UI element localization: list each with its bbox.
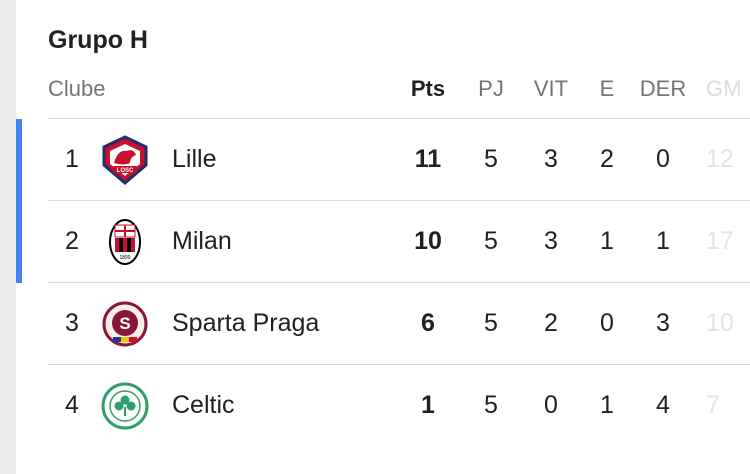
row-divider bbox=[48, 282, 750, 283]
table-row[interactable] bbox=[16, 201, 750, 283]
row-played: 5 bbox=[484, 391, 498, 419]
column-header-e[interactable]: E bbox=[599, 76, 615, 101]
qualification-indicator bbox=[16, 201, 22, 283]
column-header-pj[interactable]: PJ bbox=[478, 76, 504, 101]
svg-text:S: S bbox=[119, 314, 130, 333]
column-header-club[interactable]: Clube bbox=[48, 76, 106, 101]
row-position: 4 bbox=[65, 391, 79, 419]
row-played: 5 bbox=[484, 309, 498, 337]
svg-text:1899: 1899 bbox=[119, 255, 130, 261]
column-header-gm[interactable]: GM bbox=[706, 76, 742, 101]
row-losses: 3 bbox=[656, 309, 670, 337]
row-goals-for: 7 bbox=[706, 391, 720, 419]
column-header-pts[interactable]: Pts bbox=[410, 76, 446, 101]
row-losses: 4 bbox=[656, 391, 670, 419]
row-goals-for: 10 bbox=[706, 309, 734, 337]
row-points: 10 bbox=[414, 227, 442, 255]
row-played: 5 bbox=[484, 227, 498, 255]
row-position: 1 bbox=[65, 145, 79, 173]
row-position: 3 bbox=[65, 309, 79, 337]
row-draws: 1 bbox=[600, 391, 614, 419]
row-draws: 1 bbox=[600, 227, 614, 255]
row-club-name[interactable]: Celtic bbox=[172, 391, 235, 419]
milan-crest-icon: 1899 bbox=[109, 219, 141, 265]
svg-text:LOSC: LOSC bbox=[117, 168, 134, 174]
row-draws: 2 bbox=[600, 145, 614, 173]
row-divider bbox=[48, 200, 750, 201]
qualification-indicator bbox=[16, 119, 22, 201]
row-draws: 0 bbox=[600, 309, 614, 337]
row-goals-for: 12 bbox=[706, 145, 734, 173]
row-losses: 1 bbox=[656, 227, 670, 255]
lille-crest-icon: LOSC bbox=[102, 135, 148, 185]
row-played: 5 bbox=[484, 145, 498, 173]
row-divider bbox=[48, 364, 750, 365]
celtic-crest-icon bbox=[101, 382, 149, 430]
row-position: 2 bbox=[65, 227, 79, 255]
table-row[interactable] bbox=[16, 119, 750, 201]
row-club-name[interactable]: Milan bbox=[172, 227, 232, 255]
sparta-praha-crest-icon: S bbox=[102, 301, 148, 347]
column-header-vit[interactable]: VIT bbox=[533, 76, 569, 101]
row-wins: 3 bbox=[544, 227, 558, 255]
row-losses: 0 bbox=[656, 145, 670, 173]
row-points: 1 bbox=[421, 391, 435, 419]
row-club-name[interactable]: Lille bbox=[172, 145, 217, 173]
row-wins: 2 bbox=[544, 309, 558, 337]
row-points: 11 bbox=[414, 145, 442, 173]
row-club-name[interactable]: Sparta Praga bbox=[172, 309, 320, 337]
header-divider bbox=[48, 118, 750, 119]
column-header-der[interactable]: DER bbox=[639, 76, 687, 101]
row-wins: 3 bbox=[544, 145, 558, 173]
group-title: Grupo H bbox=[48, 26, 148, 54]
row-wins: 0 bbox=[544, 391, 558, 419]
row-goals-for: 17 bbox=[706, 227, 734, 255]
row-points: 6 bbox=[421, 309, 435, 337]
